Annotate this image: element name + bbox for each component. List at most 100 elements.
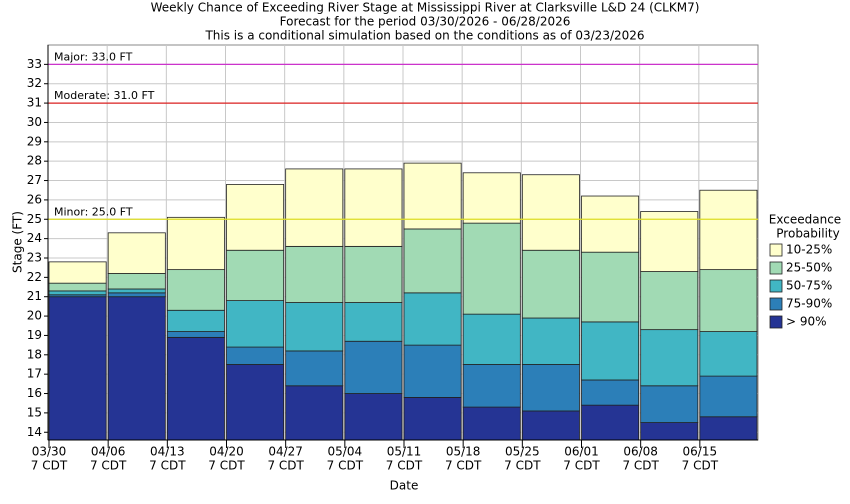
bar-segment [699, 269, 758, 332]
bar-segment [226, 364, 285, 441]
bar-segment [521, 317, 580, 365]
legend-label: 25-50% [786, 261, 832, 275]
bar-segment [285, 302, 344, 352]
legend-swatch [769, 279, 783, 293]
x-tick-sublabel: 7 CDT [90, 459, 127, 473]
bar-segment [521, 174, 580, 251]
bar-segment [403, 344, 462, 398]
y-tick-label: 18 [27, 347, 42, 361]
legend-label: 75-90% [786, 297, 832, 311]
bar-segment [166, 216, 225, 271]
bar-segment [699, 375, 758, 418]
x-tick-label: 03/30 [32, 445, 67, 459]
chart-subtitle: This is a conditional simulation based o… [204, 29, 644, 43]
legend-label: 10-25% [786, 243, 832, 257]
legend-swatch [769, 297, 783, 311]
bar-segment [640, 385, 699, 423]
y-tick-label: 22 [27, 270, 42, 284]
bar-segment [285, 168, 344, 247]
x-tick-sublabel: 7 CDT [208, 459, 245, 473]
bar-segment [107, 232, 166, 274]
bar-segment [226, 249, 285, 301]
bar-segment [107, 273, 166, 290]
x-tick-label: 06/15 [683, 445, 718, 459]
bar-segment [699, 416, 758, 441]
bar-segment [462, 313, 521, 365]
chart-title: Weekly Chance of Exceeding River Stage a… [151, 1, 700, 15]
y-tick-label: 26 [27, 192, 42, 206]
x-tick-label: 05/04 [328, 445, 363, 459]
legend-title: Probability [776, 227, 839, 241]
flood-threshold-label: Major: 33.0 FT [54, 50, 133, 63]
x-tick-label: 04/20 [209, 445, 244, 459]
bar-segment [581, 379, 640, 406]
x-tick-sublabel: 7 CDT [267, 459, 304, 473]
bar-segment [344, 340, 403, 394]
y-tick-label: 16 [27, 386, 42, 400]
bar-segment [285, 350, 344, 387]
bar-segment [48, 282, 107, 292]
bar-segment [48, 261, 107, 284]
bar-segment [521, 249, 580, 319]
bar-segment [462, 406, 521, 441]
legend-swatch [769, 261, 783, 275]
y-tick-label: 29 [27, 134, 42, 148]
bar-segment [403, 397, 462, 441]
x-tick-sublabel: 7 CDT [504, 459, 541, 473]
x-tick-sublabel: 7 CDT [386, 459, 423, 473]
bar-segment [166, 309, 225, 332]
chart-subtitle: Forecast for the period 03/30/2026 - 06/… [280, 15, 571, 29]
bar-segment [48, 296, 107, 441]
bar-segment [166, 269, 225, 311]
bar-segment [581, 195, 640, 253]
bar-segment [581, 321, 640, 381]
legend-label: 50-75% [786, 279, 832, 293]
x-tick-label: 04/06 [91, 445, 126, 459]
y-tick-label: 31 [27, 96, 42, 110]
x-tick-label: 06/01 [564, 445, 599, 459]
bar-segment [107, 296, 166, 441]
bar-segment [462, 364, 521, 408]
legend-swatch [769, 243, 783, 257]
x-tick-label: 04/27 [268, 445, 303, 459]
bar-segment [344, 393, 403, 441]
bar-segment [403, 162, 462, 230]
x-tick-sublabel: 7 CDT [563, 459, 600, 473]
x-tick-sublabel: 7 CDT [622, 459, 659, 473]
legend-title: Exceedance [769, 213, 841, 227]
bar-segment [521, 364, 580, 412]
bar-segment [166, 336, 225, 441]
x-tick-sublabel: 7 CDT [327, 459, 364, 473]
y-tick-label: 28 [27, 154, 42, 168]
y-tick-label: 30 [27, 115, 42, 129]
legend-label: > 90% [786, 315, 827, 329]
x-tick-label: 05/25 [505, 445, 540, 459]
y-tick-label: 15 [27, 405, 42, 419]
y-tick-label: 32 [27, 76, 42, 90]
bar-segment [640, 211, 699, 272]
y-tick-label: 33 [27, 57, 42, 71]
x-tick-sublabel: 7 CDT [31, 459, 68, 473]
bar-segment [403, 292, 462, 346]
x-tick-sublabel: 7 CDT [445, 459, 482, 473]
bar-segment [107, 292, 166, 298]
bar-segment [344, 302, 403, 342]
bar-segment [344, 245, 403, 303]
bar-segment [226, 300, 285, 348]
bar-segment [640, 329, 699, 387]
bar-segment [166, 331, 225, 338]
bar-segment [699, 331, 758, 377]
y-tick-label: 14 [27, 425, 42, 439]
y-tick-label: 24 [27, 231, 42, 245]
y-tick-label: 17 [27, 367, 42, 381]
bar-segment [403, 228, 462, 294]
bar-segment [226, 184, 285, 251]
x-axis-label: Date [390, 479, 419, 493]
bar-segment [521, 410, 580, 441]
bar-segment [462, 222, 521, 315]
bar-segment [581, 251, 640, 323]
bar-segment [285, 385, 344, 441]
y-tick-label: 27 [27, 173, 42, 187]
legend-swatch [769, 315, 783, 329]
bar-segment [285, 245, 344, 303]
